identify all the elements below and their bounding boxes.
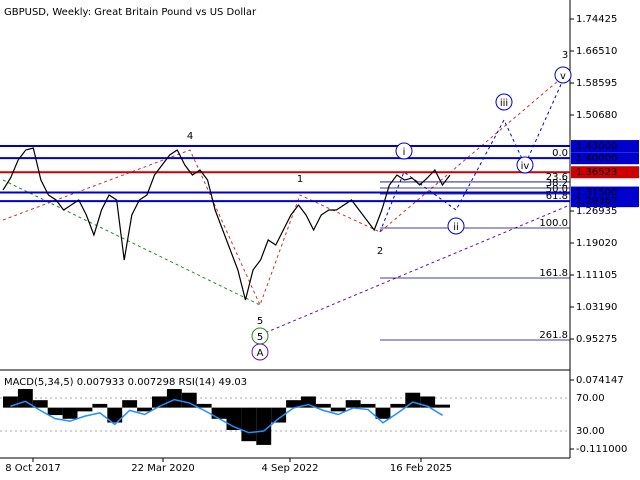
level-label: 1.40000 — [576, 153, 617, 164]
level-box — [571, 166, 639, 179]
y-tick-label: 1.26935 — [576, 206, 617, 217]
macd-bar — [32, 400, 48, 408]
wave-label: v — [560, 71, 566, 82]
price-line — [2, 147, 451, 301]
rsi-tick-label: 30.00 — [576, 426, 605, 437]
y-tick-label: 1.58595 — [576, 78, 617, 89]
level-box — [571, 152, 639, 165]
macd-bar — [271, 407, 287, 423]
trend-line — [259, 204, 571, 336]
fib-label: 38.2 — [546, 178, 568, 189]
fib-label: 61.8 — [546, 191, 568, 202]
wave-label: 3 — [562, 50, 568, 61]
macd-bar — [107, 407, 123, 423]
macd-bar — [435, 404, 450, 408]
macd-tick-label: -0.111000 — [576, 444, 627, 455]
macd-bar — [92, 403, 108, 408]
macd-bar — [360, 403, 376, 408]
macd-bar — [77, 407, 93, 412]
wave-label: 1 — [297, 174, 303, 185]
wave-label: 2 — [377, 246, 383, 257]
wave-circle — [554, 66, 572, 84]
y-tick-label: 1.03190 — [576, 302, 617, 313]
y-tick-label: 1.50680 — [576, 110, 617, 121]
wave-path — [2, 74, 566, 307]
wave-circle — [395, 142, 413, 160]
indicator-label: MACD(5,34,5) 0.007933 0.007298 RSI(14) 4… — [4, 377, 247, 388]
fib-label: 0.0 — [552, 148, 568, 159]
macd-bar — [166, 388, 182, 408]
fib-label: 50.0 — [546, 184, 568, 195]
fib-label: 23.6 — [546, 172, 568, 183]
level-box — [571, 195, 639, 208]
macd-bar — [122, 400, 138, 408]
x-tick-label: 22 Mar 2020 — [131, 463, 194, 474]
chart-title: GBPUSD, Weekly: Great Britain Pound vs U… — [4, 7, 257, 18]
y-tick-label: 1.11105 — [576, 270, 617, 281]
rsi-tick-label: 70.00 — [576, 393, 605, 404]
y-tick-label: 1.19020 — [576, 238, 617, 249]
macd-tick-label: 0.074147 — [576, 375, 624, 386]
x-tick-label: 16 Feb 2025 — [390, 463, 452, 474]
macd-bar — [152, 396, 167, 408]
x-tick-label: 4 Sep 2022 — [261, 463, 318, 474]
macd-bar — [241, 407, 257, 442]
macd-bar — [256, 407, 272, 445]
macd-bar — [196, 403, 212, 408]
rsi-line — [10, 398, 443, 434]
wave-label: iii — [500, 98, 508, 109]
level-box — [571, 140, 639, 153]
wave-label: iv — [521, 161, 530, 172]
subwave-path — [379, 79, 564, 233]
wave-label: 5 — [257, 316, 263, 327]
y-tick-label: 0.95275 — [576, 334, 617, 345]
wave-label: A — [257, 348, 264, 359]
level-label: 1.36523 — [576, 167, 617, 178]
macd-bar — [330, 407, 346, 412]
macd-bar — [390, 403, 406, 408]
macd-bar — [3, 396, 18, 408]
wave-circle — [495, 93, 513, 111]
x-tick-label: 8 Oct 2017 — [5, 463, 60, 474]
level-label: 1.43000 — [576, 141, 617, 152]
fib-label: 261.8 — [539, 330, 568, 341]
fib-label: 161.8 — [539, 268, 568, 279]
macd-bar — [420, 396, 436, 408]
macd-bar — [137, 407, 152, 412]
macd-bar — [315, 403, 331, 408]
fib-label: 100.0 — [539, 218, 568, 229]
macd-bar — [62, 407, 78, 419]
wave-label: i — [403, 147, 406, 158]
wave-circle — [516, 156, 534, 174]
macd-bar — [301, 396, 316, 408]
wave-label: 5 — [257, 332, 263, 343]
macd-bar — [181, 392, 197, 408]
y-tick-label: 1.66510 — [576, 46, 617, 57]
level-label: 1.29367 — [576, 196, 617, 207]
wave-label: 4 — [187, 131, 193, 142]
level-label: 1.31500 — [576, 188, 617, 199]
wave-circle — [251, 343, 269, 361]
macd-bar — [211, 407, 227, 419]
y-tick-label: 1.74425 — [576, 14, 617, 25]
macd-bar — [375, 407, 391, 419]
wave-circle — [447, 217, 465, 235]
macd-bar — [286, 400, 301, 408]
macd-bar — [345, 400, 361, 408]
wave-label: ii — [453, 222, 459, 233]
macd-bar — [47, 407, 63, 416]
